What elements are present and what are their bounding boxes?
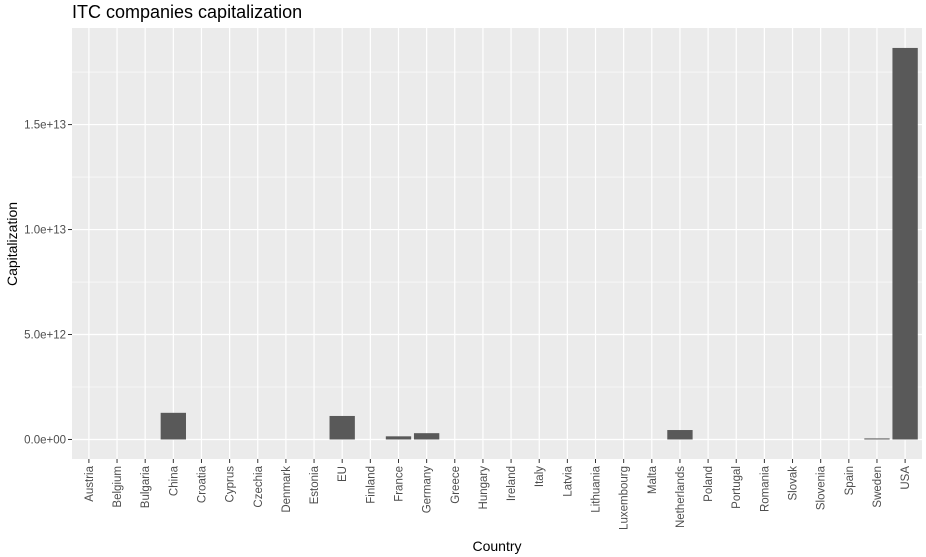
x-tick-label: Austria <box>84 465 96 501</box>
bar-sweden <box>864 438 890 440</box>
x-tick-label: Spain <box>844 466 856 495</box>
x-tick-label: Luxembourg <box>619 466 631 530</box>
x-tick-label: Netherlands <box>675 466 687 528</box>
x-tick-label: Portugal <box>731 466 743 509</box>
x-tick-label: Latvia <box>562 465 574 496</box>
x-tick-label: Slovak <box>788 466 800 501</box>
x-tick-label: Poland <box>703 466 715 502</box>
x-tick-label: Lithuania <box>591 465 603 512</box>
chart-title: ITC companies capitalization <box>72 2 302 22</box>
x-tick-label: Finland <box>365 466 377 504</box>
y-tick-label: 1.5e+13 <box>24 120 66 132</box>
bar-usa <box>892 47 918 440</box>
x-tick-label: Romania <box>759 465 771 512</box>
x-tick-label: Bulgaria <box>140 465 152 508</box>
x-tick-label: EU <box>337 466 349 482</box>
y-axis: 0.0e+00 5.0e+12 1.0e+13 1.5e+13 <box>24 120 72 446</box>
bars <box>160 47 918 440</box>
x-tick-label: France <box>393 466 405 502</box>
x-tick-label: Malta <box>647 465 659 494</box>
x-tick-label: USA <box>900 466 912 490</box>
x-tick-label: Croatia <box>196 465 208 503</box>
y-tick-label: 5.0e+12 <box>24 330 66 342</box>
x-tick-label: Ireland <box>506 466 518 501</box>
bar-france <box>385 436 412 440</box>
x-tick-label: Greece <box>450 466 462 504</box>
grid-minor <box>72 71 922 388</box>
x-tick-label: Cyprus <box>225 466 237 503</box>
y-tick-label: 0.0e+00 <box>24 434 66 446</box>
x-tick-label: Estonia <box>309 465 321 504</box>
x-tick-label: China <box>168 465 180 496</box>
bar-netherlands <box>667 430 693 440</box>
x-tick-label: Hungary <box>478 466 490 510</box>
x-tick-label: Denmark <box>281 466 293 513</box>
x-axis: Austria Belgium Bulgaria China Croatia Cyprus… <box>84 459 912 530</box>
x-tick-label: Belgium <box>112 466 124 508</box>
x-tick-label: Germany <box>422 466 434 514</box>
x-tick-label: Sweden <box>872 466 884 508</box>
bar-china <box>160 412 186 440</box>
y-axis-title: Capitalization <box>4 202 20 286</box>
y-tick-label: 1.0e+13 <box>24 225 66 237</box>
x-tick-label: Czechia <box>253 465 265 507</box>
plot-panel <box>72 28 922 459</box>
x-tick-label: Italy <box>534 466 546 487</box>
bar-germany <box>413 433 440 440</box>
bar-eu <box>329 415 355 440</box>
x-axis-title: Country <box>472 538 521 554</box>
x-tick-label: Slovenia <box>816 465 828 510</box>
